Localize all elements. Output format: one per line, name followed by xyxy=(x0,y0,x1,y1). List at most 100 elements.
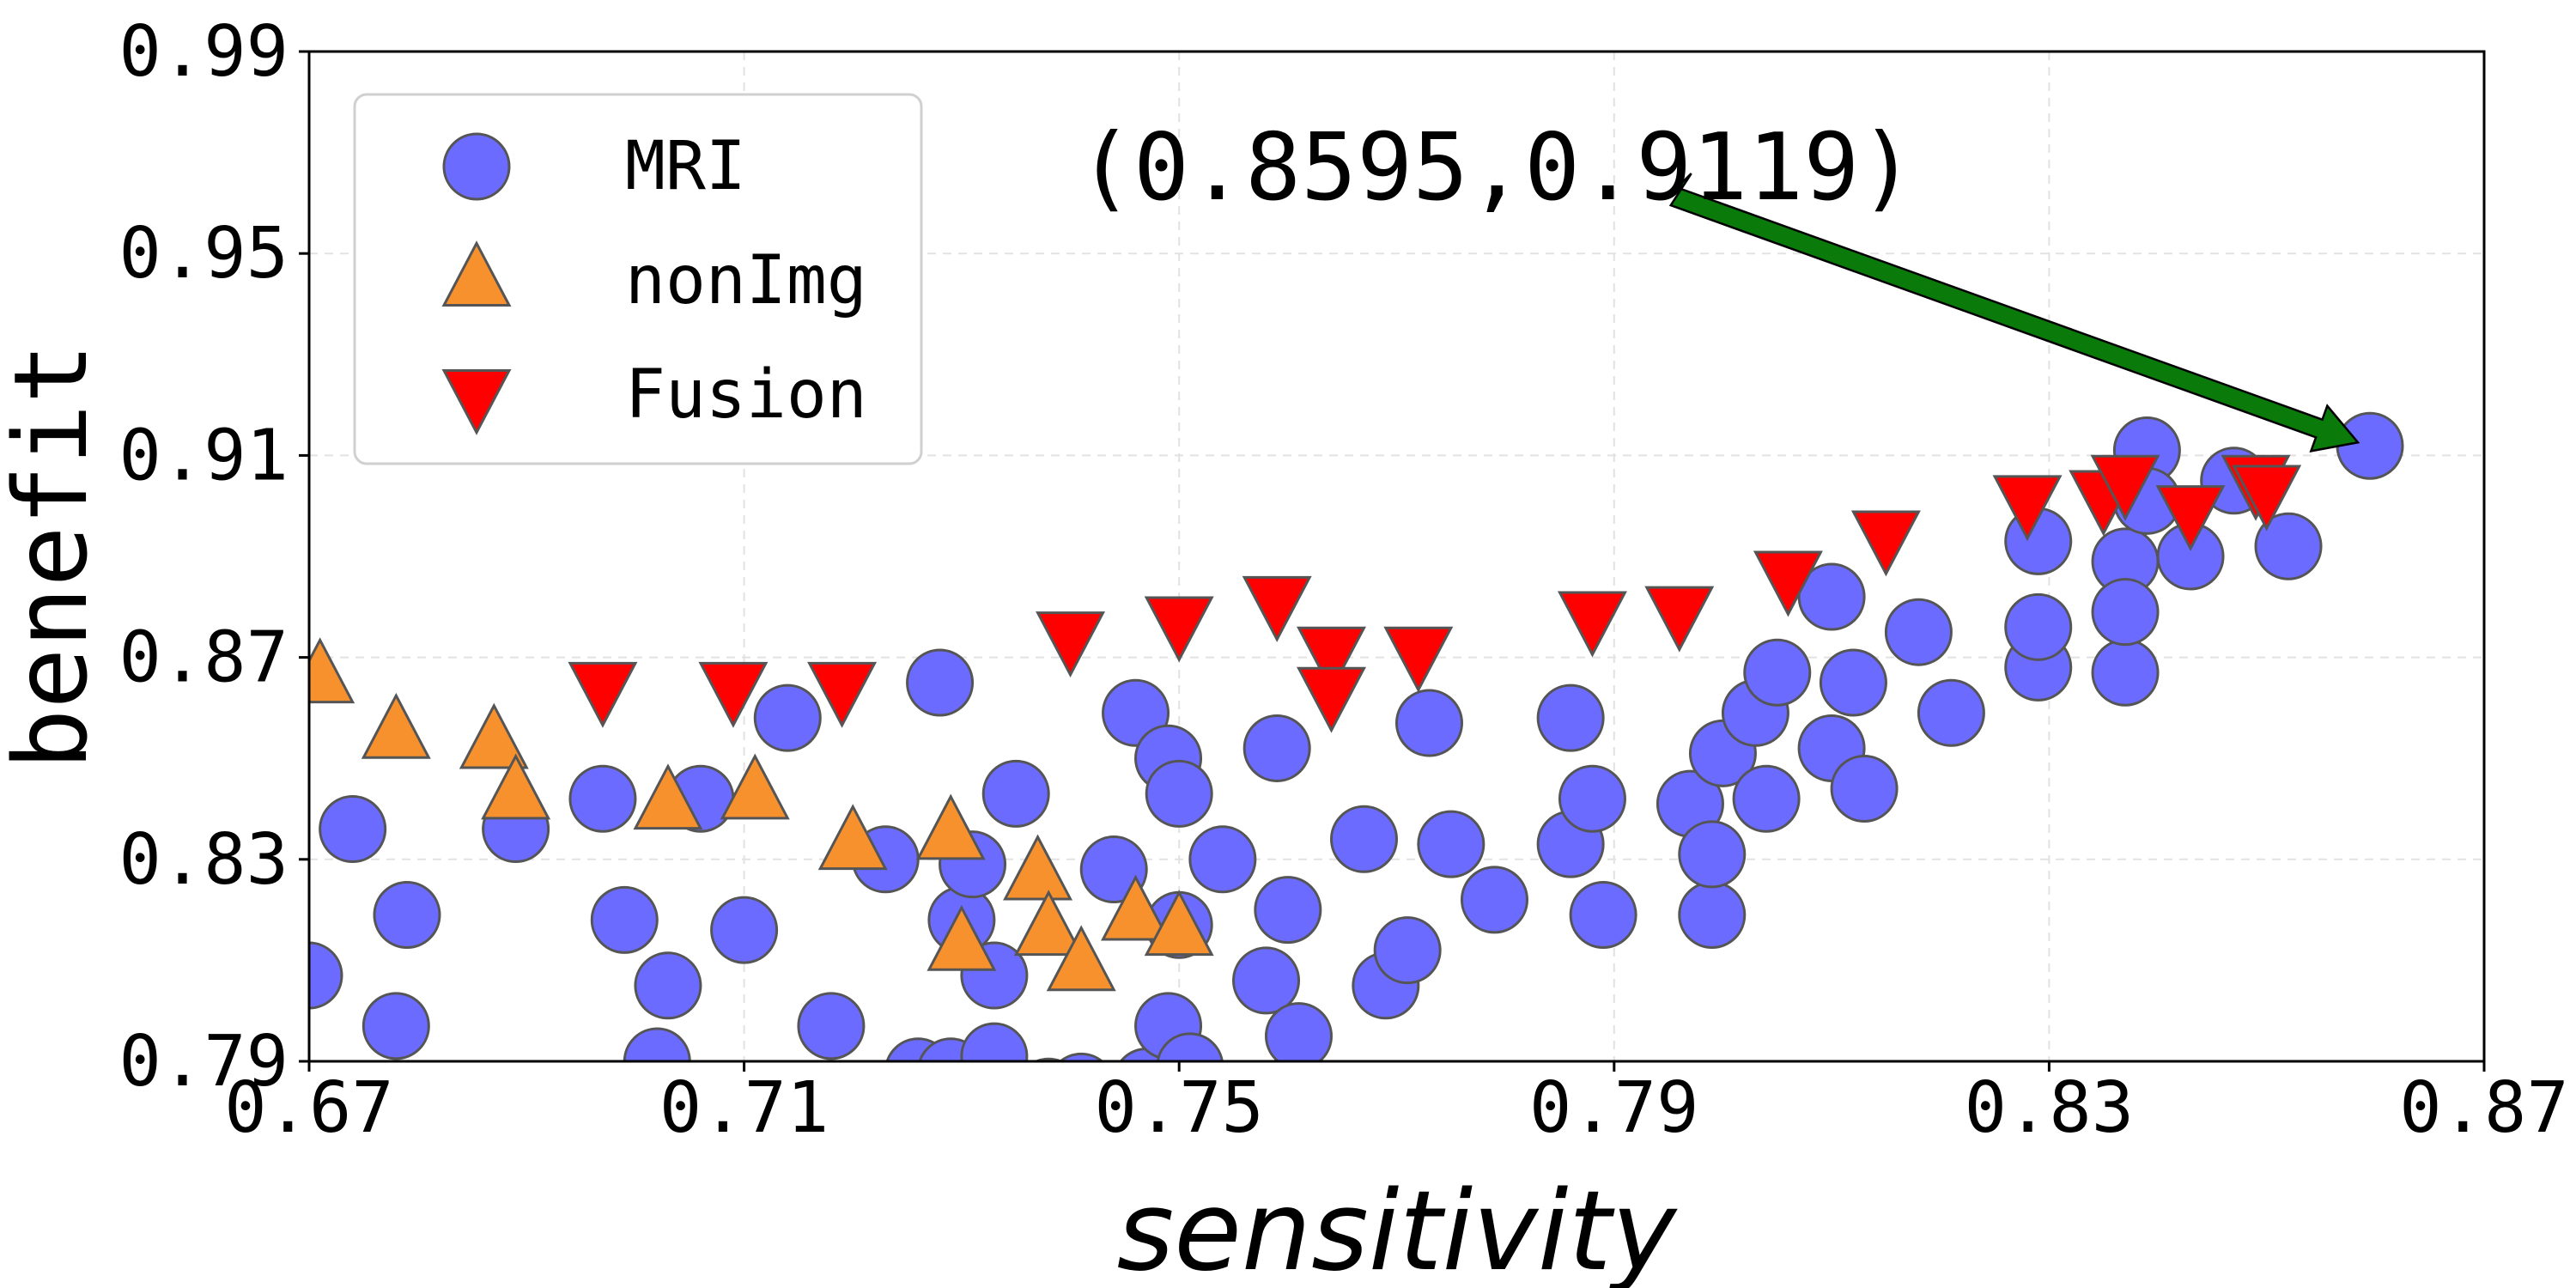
point-nonimg xyxy=(817,804,888,871)
point-mri xyxy=(2254,512,2323,580)
point-mri xyxy=(1678,880,1747,949)
legend-marker-mri xyxy=(442,132,511,201)
point-nonimg xyxy=(720,753,790,820)
point-mri xyxy=(1394,689,1463,757)
point-fusion xyxy=(698,661,769,728)
point-mri xyxy=(1373,916,1442,985)
point-fusion xyxy=(1383,626,1454,693)
point-mri xyxy=(361,992,430,1060)
point-mri xyxy=(1732,764,1801,833)
point-mri xyxy=(1558,764,1626,833)
point-fusion xyxy=(1297,666,1366,733)
point-mri xyxy=(1242,714,1311,782)
series-fusion xyxy=(568,454,2302,733)
point-fusion xyxy=(2155,485,2226,552)
point-mri xyxy=(1058,1052,1104,1061)
point-mri xyxy=(1330,805,1399,873)
point-mri xyxy=(1460,866,1528,934)
point-fusion xyxy=(1850,510,1921,577)
point-mri xyxy=(981,759,1050,828)
point-mri xyxy=(1145,759,1213,828)
point-mri xyxy=(1536,683,1605,752)
plot-frame xyxy=(307,50,2486,1063)
point-mri xyxy=(373,880,441,949)
point-fusion xyxy=(807,661,878,728)
series-nonimg xyxy=(309,637,1214,992)
y-tick-label: 0.83 xyxy=(119,819,289,901)
point-mri xyxy=(710,896,779,964)
point-mri xyxy=(2091,578,2160,647)
y-axis-title: benefit xyxy=(0,343,110,769)
x-tick-label: 0.83 xyxy=(1965,1067,2134,1149)
point-mri xyxy=(753,683,822,752)
legend-label-mri: MRI xyxy=(625,128,746,205)
point-fusion xyxy=(1144,596,1214,663)
legend: MRI nonImg Fusion xyxy=(353,93,923,465)
legend-label-fusion: Fusion xyxy=(625,356,867,434)
point-mri xyxy=(1417,810,1485,878)
point-fusion xyxy=(1644,586,1715,653)
y-tick-label: 0.91 xyxy=(119,415,289,496)
point-fusion xyxy=(2232,465,2302,532)
point-nonimg xyxy=(309,637,355,704)
axis-ticks: 0.67 0.71 0.75 0.79 0.83 0.87 0.79 0.83 0.87 0.91… xyxy=(119,11,2569,1149)
y-tick-label: 0.95 xyxy=(119,213,289,295)
point-mri xyxy=(1917,678,1985,747)
point-nonimg xyxy=(1046,925,1116,992)
point-fusion xyxy=(1753,550,1823,617)
legend-label-nonimg: nonImg xyxy=(625,242,867,319)
point-fusion xyxy=(1557,591,1627,658)
point-nonimg xyxy=(481,753,551,820)
point-mri xyxy=(623,1027,691,1061)
point-mri xyxy=(1678,820,1747,889)
legend-marker-nonimg xyxy=(441,240,512,307)
point-mri xyxy=(1232,946,1301,1015)
point-mri xyxy=(1033,1057,1064,1061)
point-mri xyxy=(1743,638,1812,707)
point-mri xyxy=(1830,754,1899,823)
point-nonimg xyxy=(1003,834,1073,901)
annotation: (0.8595,0.9119) xyxy=(1078,114,2360,453)
annotation-arrow xyxy=(1668,173,2360,453)
legend-marker-fusion xyxy=(441,369,512,435)
point-mri xyxy=(1188,825,1257,894)
point-mri xyxy=(1254,876,1322,945)
point-nonimg xyxy=(361,692,431,759)
point-fusion xyxy=(1242,575,1312,642)
x-tick-label: 0.71 xyxy=(659,1067,829,1149)
annotation-label: (0.8595,0.9119) xyxy=(1078,114,1915,222)
point-fusion xyxy=(2090,454,2160,521)
y-tick-label: 0.99 xyxy=(119,11,289,93)
point-mri xyxy=(1569,880,1637,949)
point-mri xyxy=(2004,592,2073,661)
point-mri xyxy=(797,992,866,1060)
x-axis-title: sensitivity xyxy=(1117,1168,1679,1288)
point-fusion xyxy=(568,661,638,728)
y-tick-label: 0.79 xyxy=(119,1021,289,1103)
series-mri xyxy=(309,411,2404,1061)
point-mri xyxy=(906,648,975,717)
point-mri xyxy=(2091,638,2160,707)
point-mri xyxy=(590,885,659,954)
point-mri xyxy=(1819,648,1887,717)
data-points xyxy=(309,411,2404,1061)
point-nonimg xyxy=(459,702,529,769)
x-tick-label: 0.87 xyxy=(2399,1067,2568,1149)
x-tick-label: 0.75 xyxy=(1094,1067,1263,1149)
x-tick-label: 0.79 xyxy=(1529,1067,1698,1149)
point-nonimg xyxy=(1013,890,1084,957)
point-fusion xyxy=(1036,611,1106,678)
point-fusion xyxy=(1297,626,1366,693)
point-mri xyxy=(1797,562,1866,631)
point-mri xyxy=(568,764,637,833)
point-nonimg xyxy=(1101,874,1171,941)
point-mri xyxy=(634,951,702,1020)
point-mri xyxy=(1265,1002,1334,1061)
point-mri xyxy=(1884,598,1953,666)
x-tick-label: 0.67 xyxy=(224,1067,393,1149)
point-nonimg xyxy=(915,793,986,860)
point-nonimg xyxy=(1144,890,1214,957)
point-fusion xyxy=(1992,475,2063,542)
point-nonimg xyxy=(927,904,997,971)
